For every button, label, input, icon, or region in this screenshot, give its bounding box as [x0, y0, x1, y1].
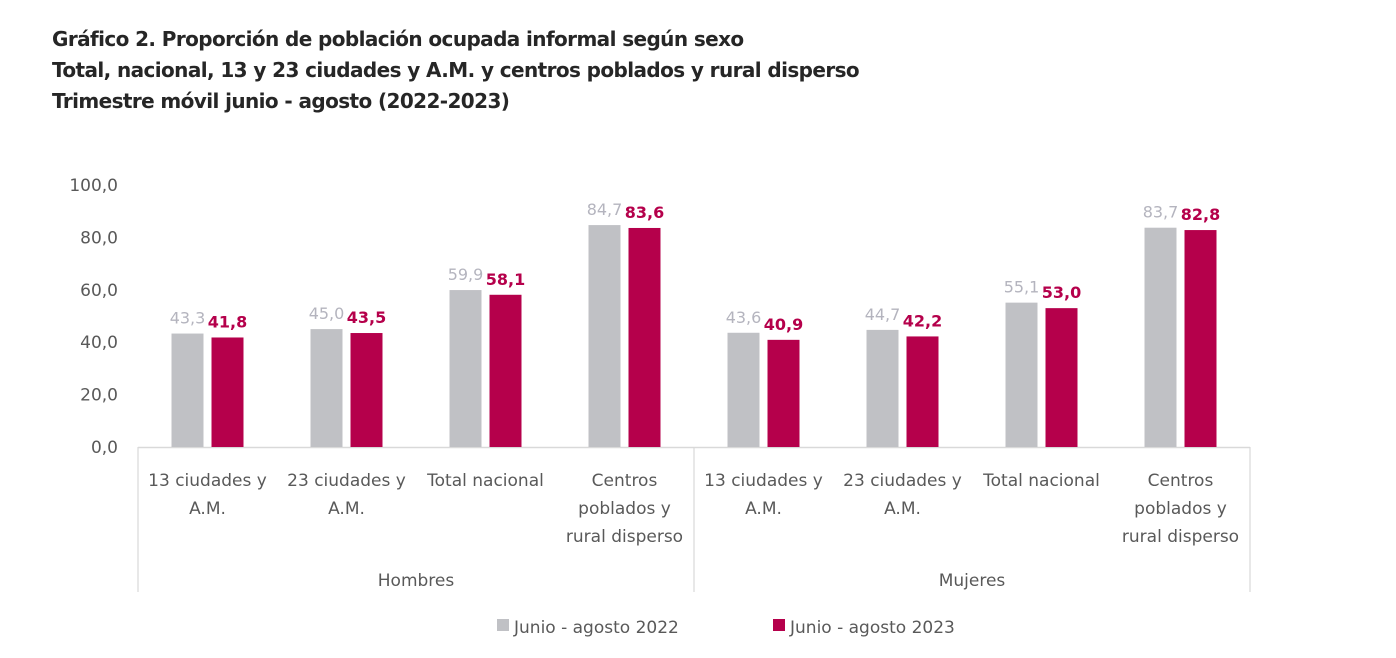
bar-2023: [211, 337, 244, 447]
legend-label-2022: Junio - agosto 2022: [513, 618, 679, 638]
bar-2023: [489, 294, 522, 447]
data-label-2023: 83,6: [625, 203, 664, 222]
legend-swatch-2023: [773, 619, 785, 631]
bar-2022: [171, 333, 204, 447]
legend-swatch-2022: [497, 619, 509, 631]
category-label: A.M.: [745, 499, 782, 519]
bar-2022: [588, 225, 621, 447]
data-label-2023: 41,8: [208, 312, 247, 331]
category-label: 13 ciudades y: [148, 471, 267, 491]
y-tick-label: 20,0: [80, 386, 118, 406]
group-label-mujeres: Mujeres: [939, 571, 1006, 591]
bar-2022: [727, 332, 760, 447]
data-label-2023: 53,0: [1042, 283, 1081, 302]
category-label: Total nacional: [982, 471, 1100, 491]
bar-2023: [350, 333, 383, 447]
chart-title: Gráfico 2. Proporción de población ocupa…: [52, 27, 744, 51]
category-label: A.M.: [189, 499, 226, 519]
category-label: Centros: [1148, 471, 1214, 491]
data-label-2022: 43,6: [726, 308, 762, 327]
category-label: A.M.: [328, 499, 365, 519]
legend-label-2023: Junio - agosto 2023: [789, 618, 955, 638]
data-label-2022: 45,0: [309, 304, 345, 323]
data-label-2022: 43,3: [170, 309, 206, 328]
y-tick-label: 40,0: [80, 333, 118, 353]
category-label: 23 ciudades y: [843, 471, 962, 491]
data-label-2023: 42,2: [903, 311, 942, 330]
bar-2022: [449, 290, 482, 447]
data-label-2023: 43,5: [347, 308, 386, 327]
bar-2022: [1144, 227, 1177, 447]
bar-2022: [866, 329, 899, 447]
data-label-2022: 84,7: [587, 200, 623, 219]
data-label-2022: 59,9: [448, 265, 484, 284]
y-tick-label: 60,0: [80, 281, 118, 301]
bar-2022: [1005, 302, 1038, 447]
bar-2023: [1045, 308, 1078, 447]
data-label-2022: 44,7: [865, 305, 901, 324]
category-label: Centros: [592, 471, 658, 491]
category-label: 13 ciudades y: [704, 471, 823, 491]
y-tick-label: 0,0: [91, 438, 118, 458]
data-label-2022: 55,1: [1004, 278, 1040, 297]
bar-2023: [628, 227, 661, 447]
bar-2022: [310, 329, 343, 447]
chart-subtitle-1: Total, nacional, 13 y 23 ciudades y A.M.…: [52, 58, 860, 82]
data-label-2023: 82,8: [1181, 205, 1220, 224]
category-label: 23 ciudades y: [287, 471, 406, 491]
bar-2023: [906, 336, 939, 447]
category-label: poblados y: [578, 499, 671, 519]
data-label-2023: 58,1: [486, 270, 525, 289]
bar-2023: [1184, 230, 1217, 447]
group-label-hombres: Hombres: [378, 571, 455, 591]
category-label: rural disperso: [566, 527, 683, 547]
data-label-2023: 40,9: [764, 315, 803, 334]
category-label: poblados y: [1134, 499, 1227, 519]
data-label-2022: 83,7: [1143, 203, 1179, 222]
bar-2023: [767, 339, 800, 447]
category-label: rural disperso: [1122, 527, 1239, 547]
chart-titles: Gráfico 2. Proporción de población ocupa…: [52, 24, 860, 117]
category-label: Total nacional: [426, 471, 544, 491]
category-label: A.M.: [884, 499, 921, 519]
y-tick-label: 100,0: [69, 176, 118, 196]
y-tick-label: 80,0: [80, 228, 118, 248]
chart-subtitle-2: Trimestre móvil junio - agosto (2022-202…: [52, 89, 510, 113]
